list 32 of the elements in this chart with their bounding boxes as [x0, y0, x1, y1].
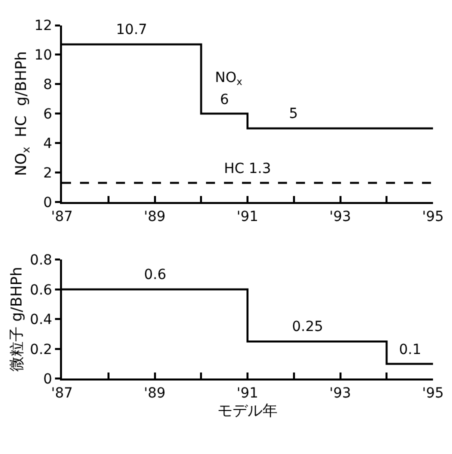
y-tick-label: 0.4	[30, 312, 52, 328]
annotation: HC 1.3	[224, 161, 272, 177]
series-label: NO$_{x}$	[215, 70, 242, 88]
annotation: 10.7	[116, 22, 148, 38]
x-tick-label: '93	[329, 386, 352, 402]
annotation: 0.25	[292, 319, 324, 335]
x-tick-label: '91	[236, 386, 258, 402]
x-tick-label: '89	[144, 208, 166, 225]
annotation: 0.1	[399, 342, 422, 358]
x-tick-label: '87	[51, 386, 73, 402]
y-tick-label: 8	[43, 77, 52, 94]
y-tick-label: 0	[43, 372, 52, 388]
annotation: 0.6	[144, 267, 166, 283]
y-tick-label: 12	[34, 18, 52, 34]
y-tick-label: 4	[43, 136, 52, 152]
y-tick-label: 6	[43, 106, 52, 123]
annotation: 5	[289, 106, 298, 122]
y-tick-label: 0	[43, 194, 52, 211]
x-tick-label: '87	[51, 208, 73, 225]
y-tick-label: 0.2	[30, 342, 52, 358]
x-axis-title: モデル年	[218, 402, 278, 420]
y-tick-label: 0.8	[30, 252, 52, 268]
y-tick-label: 10	[34, 48, 52, 64]
y-tick-label: 2	[43, 165, 52, 182]
x-tick-label: '89	[144, 386, 166, 402]
x-tick-label: '93	[329, 208, 352, 225]
x-tick-label: '95	[422, 208, 444, 225]
y-axis-title: 微粒子 g/BHPh	[8, 266, 26, 372]
annotation: 6	[220, 92, 229, 108]
y-tick-label: 0.6	[30, 282, 52, 298]
x-tick-label: '91	[236, 208, 258, 225]
x-tick-label: '95	[422, 386, 444, 402]
